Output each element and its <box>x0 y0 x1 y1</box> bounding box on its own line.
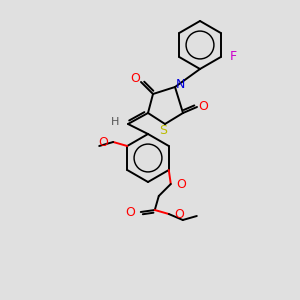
Text: O: O <box>198 100 208 113</box>
Text: O: O <box>130 73 140 85</box>
Text: H: H <box>111 117 119 127</box>
Text: O: O <box>176 178 186 190</box>
Text: F: F <box>230 50 237 64</box>
Text: S: S <box>159 124 167 137</box>
Text: O: O <box>174 208 184 220</box>
Text: O: O <box>98 136 108 148</box>
Text: N: N <box>175 77 185 91</box>
Text: O: O <box>125 206 135 218</box>
